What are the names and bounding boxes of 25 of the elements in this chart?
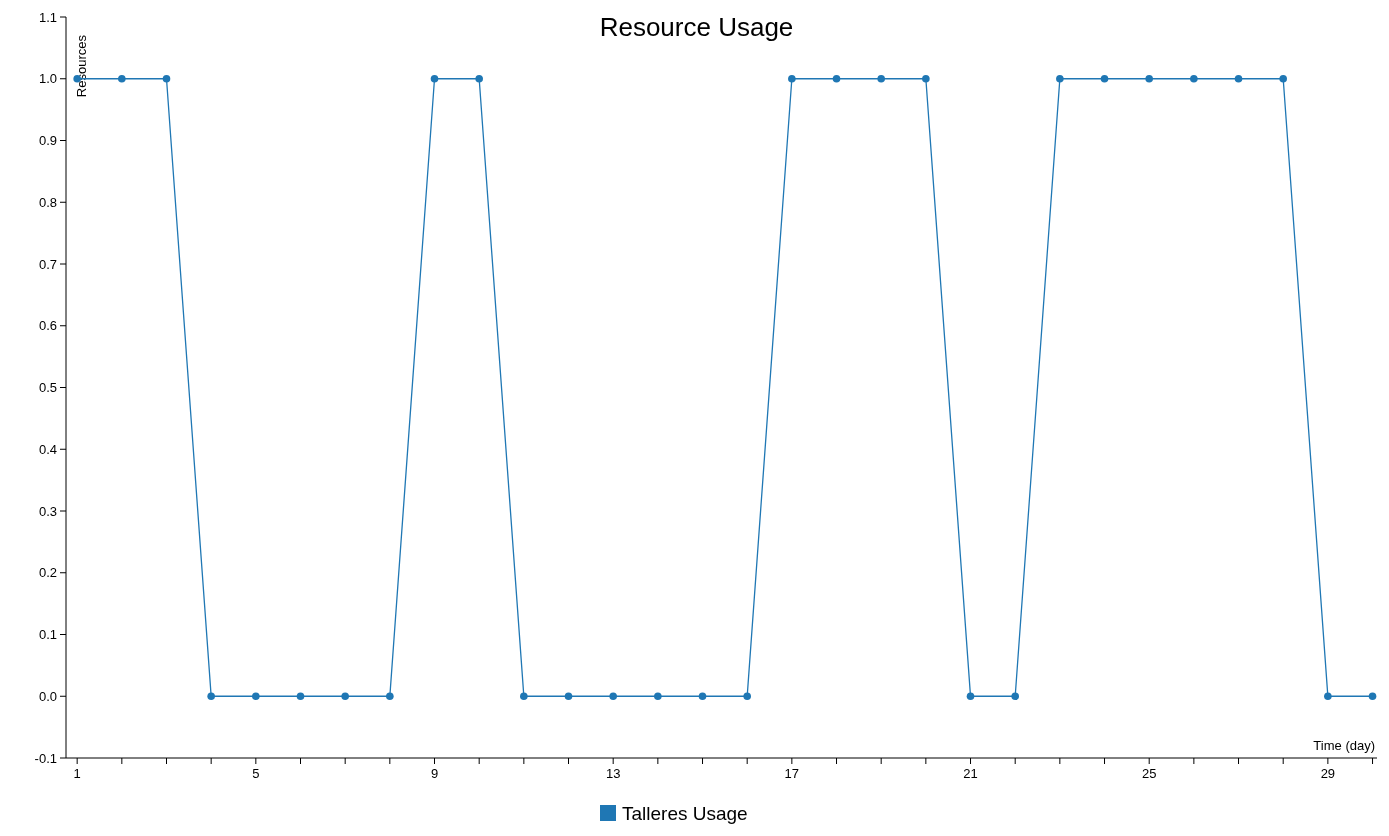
- x-tick-label: 1: [73, 766, 81, 781]
- y-tick-label: 0.9: [38, 133, 57, 149]
- x-tick-label: 25: [1141, 766, 1157, 781]
- y-tick-label: 0.1: [38, 627, 57, 643]
- y-tick-label: 1.0: [38, 71, 57, 87]
- y-tick-label: 0.7: [38, 256, 57, 272]
- x-tick-label: 17: [784, 766, 800, 781]
- y-tick-label: 0.4: [38, 441, 57, 457]
- y-tick-label: 0.2: [38, 565, 57, 581]
- y-tick-label: 1.1: [38, 9, 57, 25]
- y-tick-label: 0.3: [38, 503, 57, 519]
- y-axis-title: Resources: [74, 34, 89, 98]
- x-tick-label: 9: [430, 766, 439, 781]
- x-axis-title: Time (day): [1313, 738, 1375, 753]
- y-tick-label: 0.8: [38, 194, 57, 210]
- y-tick-label: 0.0: [38, 688, 57, 704]
- y-tick-label: 0.5: [38, 380, 57, 396]
- x-tick-label: 5: [252, 766, 260, 781]
- x-tick-label: 13: [605, 766, 621, 781]
- x-tick-label: 21: [963, 766, 978, 781]
- chart-title: Resource Usage: [599, 12, 794, 42]
- y-tick-label: 0.6: [38, 318, 57, 334]
- legend-label: Talleres Usage: [622, 802, 748, 824]
- x-tick-label: 29: [1320, 766, 1336, 781]
- y-tick-label: -0.1: [34, 750, 57, 766]
